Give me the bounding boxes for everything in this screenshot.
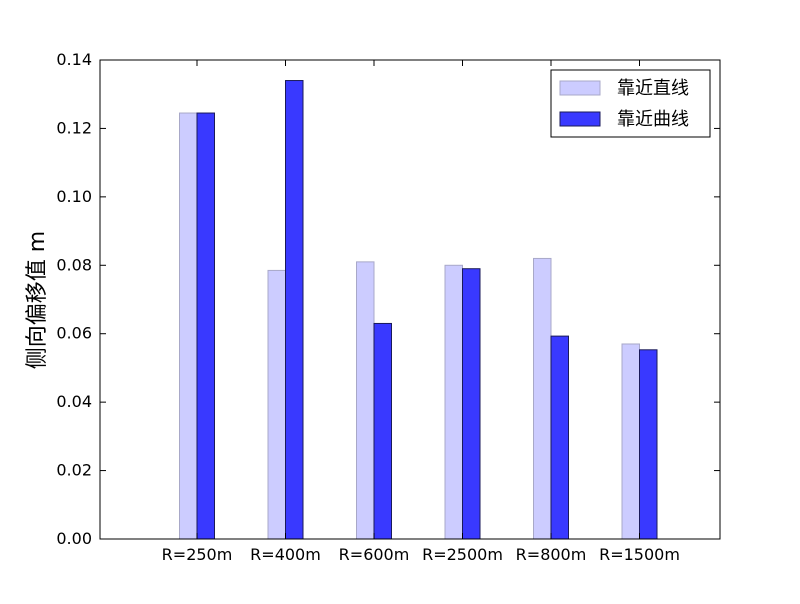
bar-curve-1 (285, 80, 304, 540)
y-tick-label: 0.00 (56, 529, 92, 548)
y-tick-label: 0.04 (56, 392, 92, 411)
y-tick-label: 0.14 (56, 50, 92, 69)
y-tick-label: 0.06 (56, 324, 92, 343)
legend-swatch-0 (559, 80, 601, 96)
legend-label-0: 靠近直线 (617, 78, 689, 99)
y-tick-label: 0.10 (56, 187, 92, 206)
legend-swatch-1 (559, 111, 601, 127)
bar-curve-5 (639, 349, 658, 540)
bar-curve-4 (550, 335, 569, 540)
bar-straight-3 (444, 264, 463, 540)
x-axis: R=250m R=400m R=600m R=2500m R=800m R=1500m (162, 60, 680, 564)
x-tick-label: R=600m (339, 545, 410, 564)
x-tick-label: R=800m (516, 545, 587, 564)
y-tick-label: 0.02 (56, 461, 92, 480)
bars-layer (179, 80, 658, 540)
x-tick-label: R=400m (250, 545, 321, 564)
legend-label-1: 靠近曲线 (617, 109, 689, 130)
x-tick-label: R=250m (162, 545, 233, 564)
y-tick-label: 0.08 (56, 255, 92, 274)
bar-straight-5 (621, 343, 640, 540)
bar-curve-0 (196, 112, 215, 540)
bar-straight-0 (179, 112, 198, 540)
bar-straight-1 (267, 269, 286, 540)
bar-straight-4 (533, 257, 552, 540)
y-tick-label: 0.12 (56, 118, 92, 137)
x-tick-label: R=2500m (422, 545, 503, 564)
bar-curve-3 (462, 268, 481, 540)
x-tick-label: R=1500m (599, 545, 680, 564)
y-axis: 0.00 0.02 0.04 0.06 0.08 0.10 0.12 0.14 (56, 50, 720, 548)
bar-curve-2 (373, 322, 392, 540)
plot-frame (99, 59, 721, 540)
bar-straight-2 (356, 261, 375, 540)
y-axis-label: 侧向偏移值 m (25, 231, 50, 369)
